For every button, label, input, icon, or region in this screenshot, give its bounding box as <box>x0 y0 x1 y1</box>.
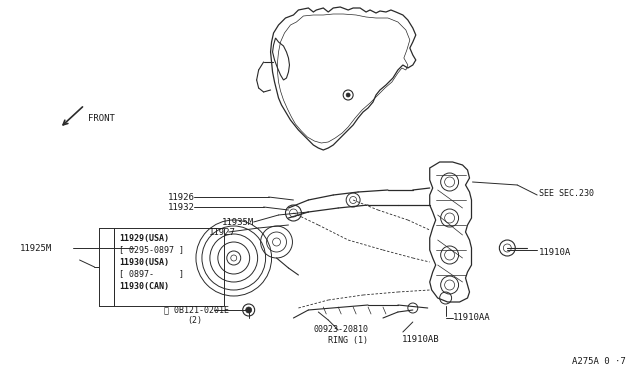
Text: 11930(USA): 11930(USA) <box>120 257 170 266</box>
Text: 11910AB: 11910AB <box>402 336 440 344</box>
Text: 11932: 11932 <box>168 202 195 212</box>
Text: SEE SEC.230: SEE SEC.230 <box>539 189 594 198</box>
Text: 11930(CAN): 11930(CAN) <box>120 282 170 291</box>
Text: 11935M: 11935M <box>222 218 254 227</box>
Circle shape <box>246 307 252 313</box>
Text: 11910AA: 11910AA <box>452 314 490 323</box>
Text: (2): (2) <box>187 315 202 324</box>
Text: 11929(USA): 11929(USA) <box>120 234 170 243</box>
Text: 00923-20810: 00923-20810 <box>314 326 369 334</box>
Circle shape <box>346 93 350 97</box>
Text: A275A 0 ·7: A275A 0 ·7 <box>572 357 626 366</box>
Text: RING (1): RING (1) <box>328 336 368 344</box>
Text: 11926: 11926 <box>168 192 195 202</box>
Text: [ 0295-0897 ]: [ 0295-0897 ] <box>120 246 184 254</box>
Text: 11927: 11927 <box>209 228 236 237</box>
Text: [ 0897-     ]: [ 0897- ] <box>120 269 184 279</box>
Text: 11910A: 11910A <box>539 247 572 257</box>
Text: 11925M: 11925M <box>20 244 52 253</box>
Text: FRONT: FRONT <box>88 113 115 122</box>
Text: Ⓑ 0B121-0201E: Ⓑ 0B121-0201E <box>164 305 229 314</box>
